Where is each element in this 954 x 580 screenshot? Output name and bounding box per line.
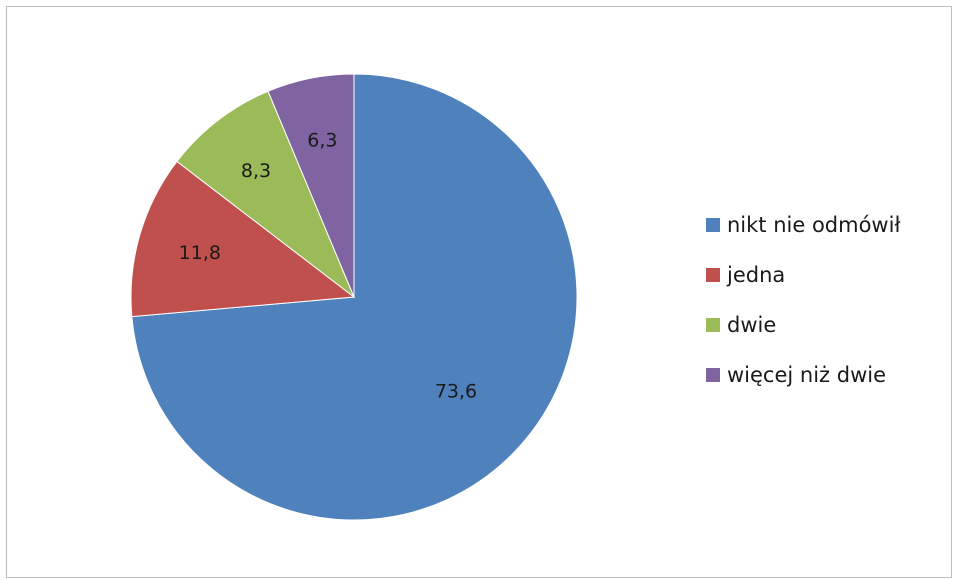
legend-swatch — [706, 368, 720, 382]
legend-item-1: nikt nie odmówił — [706, 213, 900, 237]
legend-label: dwie — [727, 313, 776, 337]
data-label-4: 6,3 — [307, 130, 337, 152]
legend-label: nikt nie odmówił — [727, 213, 900, 237]
legend-item-2: jedna — [706, 263, 785, 287]
legend-label: więcej niż dwie — [727, 363, 886, 387]
pie-slice-4 — [267, 73, 355, 298]
legend-label: jedna — [726, 263, 785, 287]
legend-swatch — [706, 318, 720, 332]
pie-slices — [130, 73, 578, 521]
data-label-3: 8,3 — [241, 160, 271, 182]
data-label-1: 73,6 — [435, 380, 477, 402]
legend-item-4: więcej niż dwie — [706, 363, 886, 387]
pie-slice-2 — [130, 160, 356, 318]
legend-item-3: dwie — [706, 313, 776, 337]
legend: nikt nie odmówił jedna dwie więcej niż dwie — [706, 213, 900, 387]
data-label-2: 11,8 — [179, 242, 221, 264]
pie-slice-3 — [176, 90, 356, 299]
legend-swatch — [706, 268, 720, 282]
legend-swatch — [706, 218, 720, 232]
pie-data-labels: 73,6 11,8 8,3 6,3 — [179, 130, 478, 403]
